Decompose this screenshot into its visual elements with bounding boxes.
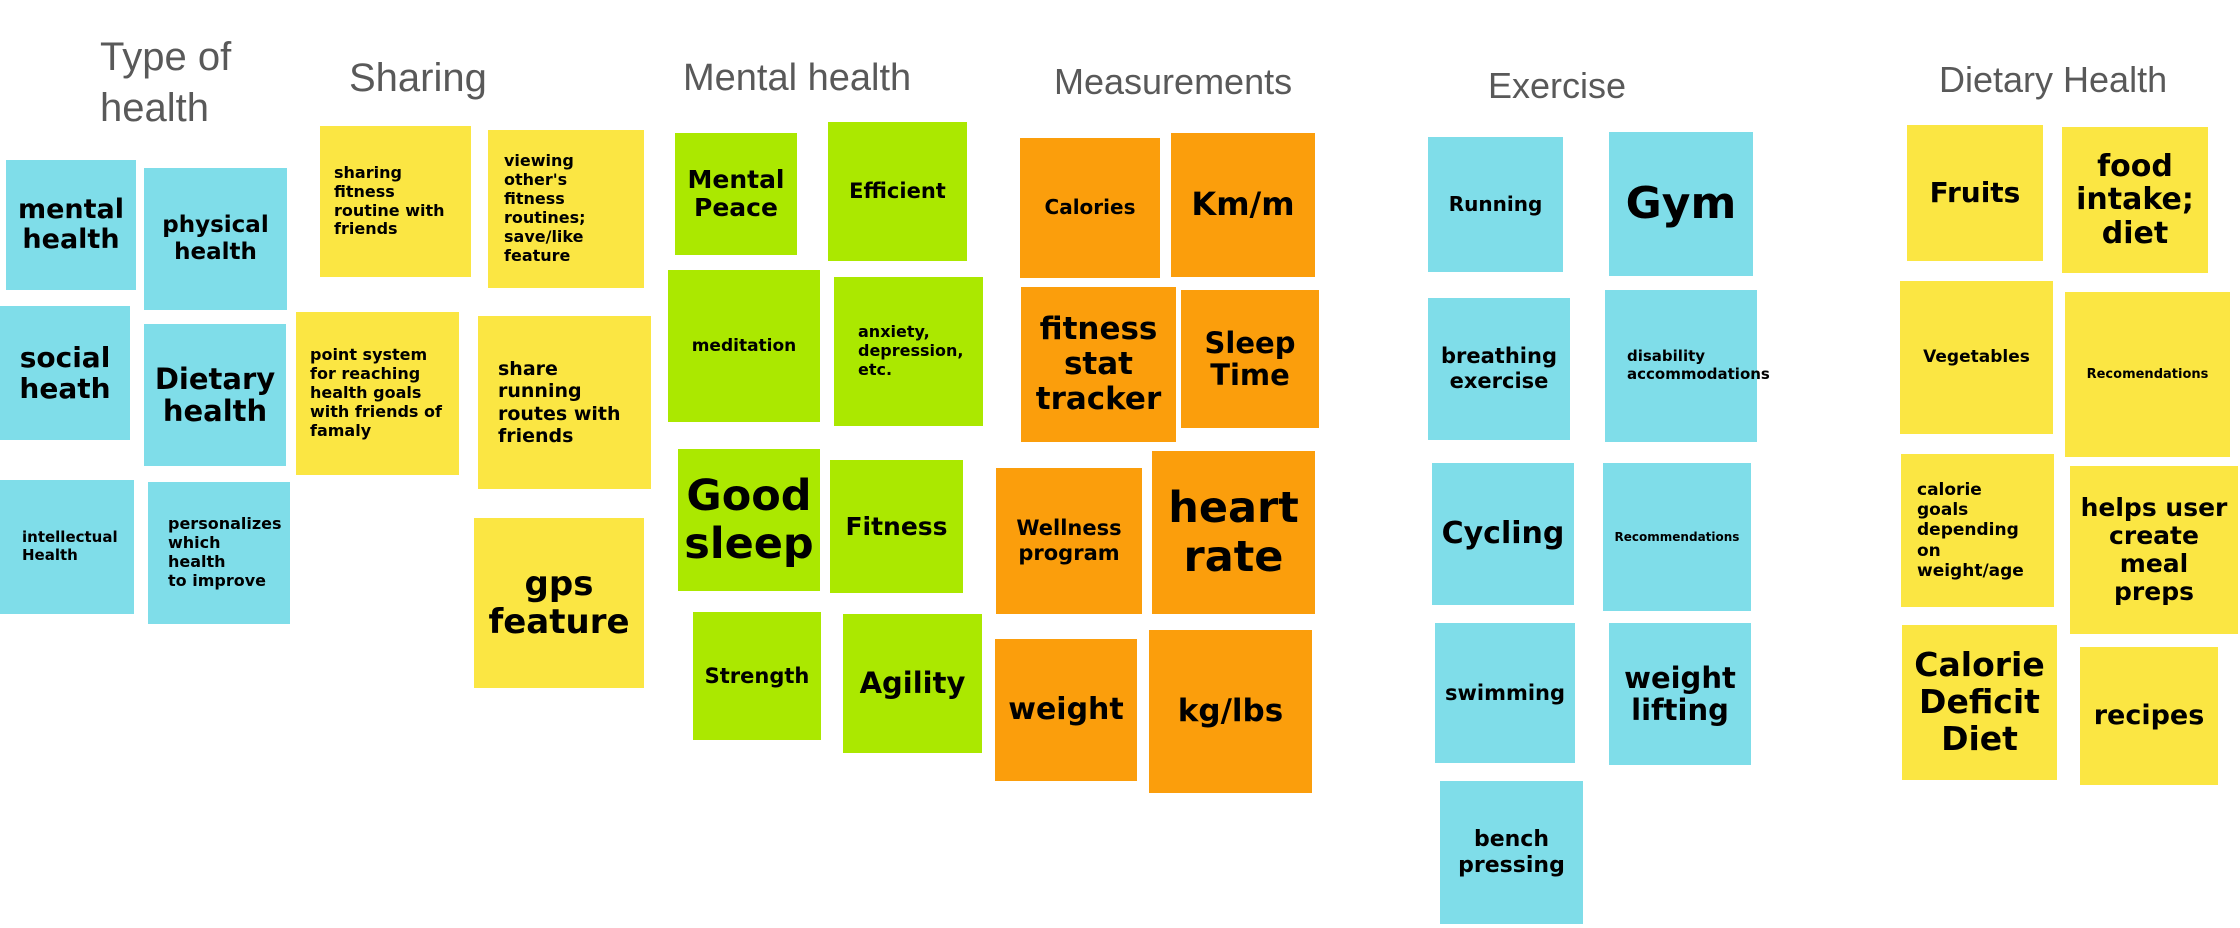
sticky-note-cycling[interactable]: Cycling (1432, 463, 1574, 605)
sticky-note-label: weight (1008, 692, 1124, 728)
sticky-note-gps-feature[interactable]: gps feature (474, 518, 644, 688)
sticky-note-fitness[interactable]: Fitness (830, 460, 963, 593)
sticky-note-point-system-for-reaching-health-goals-with-friends-of-famaly[interactable]: point system for reaching health goals w… (296, 312, 459, 475)
sticky-note-label: Calorie Deficit Diet (1914, 645, 2045, 758)
sticky-note-heart-rate[interactable]: heart rate (1152, 451, 1315, 614)
sticky-note-sharing-fitness-routine-with-friends[interactable]: sharing fitness routine with friends (320, 126, 471, 277)
heading-dietary-health: Dietary Health (1939, 59, 2168, 100)
heading-measurements: Measurements (1054, 61, 1293, 102)
sticky-note-anxiety-depression-etc[interactable]: anxiety, depression, etc. (834, 277, 983, 426)
sticky-note-label: Wellness program (1016, 516, 1122, 565)
heading-mental-health: Mental health (683, 57, 912, 99)
sticky-note-label: Strength (704, 663, 810, 688)
sticky-note-fitness-stat-tracker[interactable]: fitness stat tracker (1021, 287, 1176, 442)
sticky-note-label: Fruits (1929, 176, 2021, 210)
sticky-note-bench-pressing[interactable]: bench pressing (1440, 781, 1583, 924)
sticky-note-label: disability accommodations (1627, 347, 1770, 383)
sticky-note-breathing-exercise[interactable]: breathing exercise (1428, 298, 1570, 440)
sticky-note-kg-lbs[interactable]: kg/lbs (1149, 630, 1312, 793)
sticky-note-weight[interactable]: weight (995, 639, 1137, 781)
sticky-note-label: swimming (1444, 680, 1566, 705)
sticky-note-intellectual-health[interactable]: intellectual Health (0, 480, 134, 614)
sticky-note-meditation[interactable]: meditation (668, 270, 820, 422)
sticky-note-agility[interactable]: Agility (843, 614, 982, 753)
sticky-note-label: breathing exercise (1441, 344, 1557, 393)
sticky-note-mental-health[interactable]: mental health (6, 160, 136, 290)
sticky-note-helps-user-create-meal-preps[interactable]: helps user create meal preps (2070, 466, 2238, 634)
sticky-note-label: bench pressing (1458, 826, 1565, 878)
sticky-note-running[interactable]: Running (1428, 137, 1563, 272)
sticky-note-sleep-time[interactable]: Sleep Time (1181, 290, 1319, 428)
sticky-note-disability-accommodations[interactable]: disability accommodations (1605, 290, 1770, 442)
sticky-note-label: viewing other's fitness routines; save/l… (504, 151, 586, 265)
sticky-note-label: Agility (859, 666, 966, 701)
sticky-note-label: share running routes with friends (498, 357, 621, 447)
sticky-note-share-running-routes-with-friends[interactable]: share running routes with friends (478, 316, 651, 489)
heading-exercise: Exercise (1488, 65, 1627, 106)
sticky-note-label: heart rate (1168, 483, 1299, 582)
sticky-note-label: kg/lbs (1177, 693, 1284, 730)
sticky-note-label: Mental Peace (687, 165, 785, 222)
sticky-note-weight-lifting[interactable]: weight lifting (1609, 623, 1751, 765)
sticky-note-label: mental health (17, 193, 125, 255)
sticky-note-km-m[interactable]: Km/m (1171, 133, 1315, 277)
sticky-note-calories[interactable]: Calories (1020, 138, 1160, 278)
sticky-note-calorie-goals-depending-on-weight-age[interactable]: calorie goals depending on weight/age (1901, 454, 2054, 607)
sticky-note-label: sharing fitness routine with friends (334, 162, 445, 239)
sticky-note-swimming[interactable]: swimming (1435, 623, 1575, 763)
sticky-note-label: Fitness (845, 511, 948, 541)
sticky-note-personalizes-which-health-to-improve[interactable]: personalizes which health to improve (148, 482, 290, 624)
sticky-note-label: Efficient (849, 179, 946, 204)
sticky-note-wellness-program[interactable]: Wellness program (996, 468, 1142, 614)
sticky-note-label: Good sleep (684, 470, 814, 569)
sticky-note-label: helps user create meal preps (2080, 493, 2228, 606)
sticky-note-mental-peace[interactable]: Mental Peace (675, 133, 797, 255)
sticky-note-recipes[interactable]: recipes (2080, 647, 2218, 785)
sticky-note-label: recipes (2093, 699, 2205, 731)
sticky-note-viewing-other-s-fitness-routines-save-like-feature[interactable]: viewing other's fitness routines; save/l… (488, 130, 644, 288)
sticky-note-gym[interactable]: Gym (1609, 132, 1753, 276)
sticky-note-label: anxiety, depression, etc. (858, 322, 964, 379)
sticky-note-dietary-health[interactable]: Dietary health (144, 324, 286, 466)
sticky-note-label: Km/m (1191, 185, 1295, 224)
sticky-note-label: gps feature (488, 563, 630, 642)
sticky-note-label: Vegetables (1923, 347, 2030, 368)
sticky-note-label: meditation (691, 335, 797, 356)
sticky-note-good-sleep[interactable]: Good sleep (678, 449, 820, 591)
sticky-note-label: food intake; diet (2076, 148, 2194, 251)
sticky-note-label: fitness stat tracker (1035, 311, 1162, 417)
sticky-note-label: social heath (19, 340, 111, 405)
sticky-note-label: weight lifting (1624, 660, 1736, 727)
heading-sharing: Sharing (349, 56, 487, 100)
sticky-note-recommendations[interactable]: Recommendations (1603, 463, 1751, 611)
sticky-note-label: Gym (1625, 178, 1737, 230)
sticky-note-recomendations[interactable]: Recomendations (2065, 292, 2230, 457)
heading-type-of-health: Type of health (100, 35, 232, 131)
sticky-note-label: physical health (162, 211, 269, 265)
sticky-note-label: Dietary health (154, 361, 276, 428)
sticky-note-label: Running (1448, 191, 1543, 216)
sticky-note-label: Cycling (1441, 516, 1565, 552)
sticky-note-social-heath[interactable]: social heath (0, 306, 130, 440)
sticky-note-vegetables[interactable]: Vegetables (1900, 281, 2053, 434)
sticky-note-efficient[interactable]: Efficient (828, 122, 967, 261)
sticky-note-food-intake-diet[interactable]: food intake; diet (2062, 127, 2208, 273)
sticky-note-calorie-deficit-diet[interactable]: Calorie Deficit Diet (1902, 625, 2057, 780)
sticky-note-physical-health[interactable]: physical health (144, 168, 287, 310)
sticky-note-label: Sleep Time (1204, 325, 1296, 392)
sticky-note-label: Recomendations (2086, 366, 2209, 382)
sticky-note-label: point system for reaching health goals w… (310, 345, 442, 440)
sticky-note-fruits[interactable]: Fruits (1907, 125, 2043, 261)
sticky-note-strength[interactable]: Strength (693, 612, 821, 740)
sticky-note-label: Calories (1044, 195, 1136, 220)
sticky-note-label: calorie goals depending on weight/age (1917, 480, 2024, 581)
sticky-note-label: intellectual Health (22, 528, 118, 564)
sticky-note-label: personalizes which health to improve (168, 514, 282, 590)
sticky-note-label: Recommendations (1614, 529, 1740, 544)
